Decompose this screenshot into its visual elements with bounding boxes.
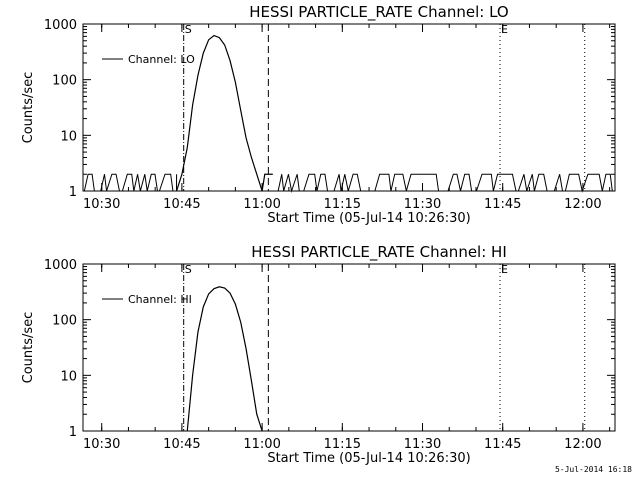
legend-entry: Channel: HI <box>128 293 192 306</box>
y-tick-label: 1 <box>69 185 77 200</box>
x-tick-label: 10:45 <box>163 437 200 452</box>
series-line <box>186 286 263 432</box>
x-tick-label: 11:30 <box>404 437 441 452</box>
plot-frame <box>82 23 616 192</box>
x-tick-label: 12:00 <box>564 197 601 212</box>
time-marker-label: S <box>185 23 192 36</box>
y-axis-label: Counts/sec <box>21 72 36 144</box>
legend-entry: Channel: LO <box>128 53 195 66</box>
y-axis-label: Counts/sec <box>21 312 36 384</box>
time-marker-label: S <box>185 263 192 276</box>
x-tick-label: 11:15 <box>324 437 361 452</box>
y-tick-label: 1000 <box>44 258 77 273</box>
chart-title: HESSI PARTICLE_RATE Channel: LO <box>249 3 508 22</box>
x-tick-label: 11:00 <box>243 437 280 452</box>
series-line-noise <box>83 173 178 192</box>
x-tick-label: 10:30 <box>83 437 120 452</box>
x-tick-label: 11:00 <box>243 197 280 212</box>
x-tick-label: 12:00 <box>564 437 601 452</box>
y-tick-label: 10 <box>60 129 77 144</box>
y-tick-label: 1000 <box>44 18 77 33</box>
series-line <box>175 34 273 192</box>
x-axis-label: Start Time (05-Jul-14 10:26:30) <box>267 211 470 226</box>
x-tick-label: 11:30 <box>404 197 441 212</box>
time-marker-label: E <box>501 23 508 36</box>
y-tick-label: 10 <box>60 369 77 384</box>
plot-frame <box>82 263 616 432</box>
y-tick-label: 1 <box>69 425 77 440</box>
y-tick-label: 100 <box>52 314 77 329</box>
time-marker-label: E <box>501 263 508 276</box>
timestamp-stamp: 5-Jul-2014 16:18 <box>554 465 632 474</box>
chart-title: HESSI PARTICLE_RATE Channel: HI <box>251 243 507 262</box>
x-tick-label: 10:45 <box>163 197 200 212</box>
x-tick-label: 10:30 <box>83 197 120 212</box>
x-axis-label: Start Time (05-Jul-14 10:26:30) <box>267 451 470 466</box>
series-line-noise <box>272 173 613 193</box>
x-tick-label: 11:45 <box>484 197 521 212</box>
x-tick-label: 11:45 <box>484 437 521 452</box>
y-tick-label: 100 <box>52 74 77 89</box>
x-tick-label: 11:15 <box>324 197 361 212</box>
